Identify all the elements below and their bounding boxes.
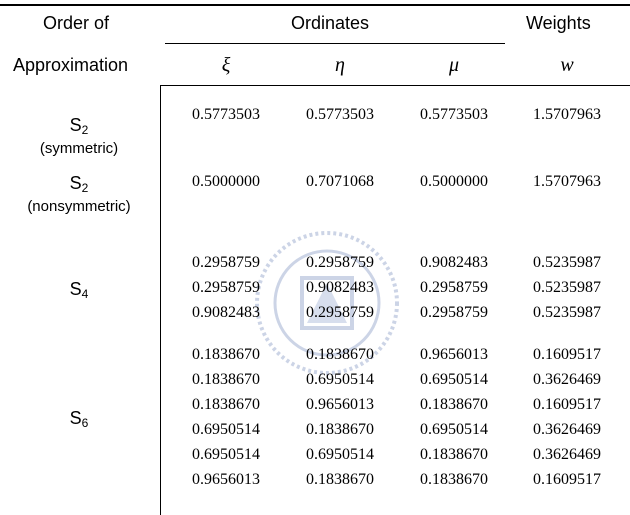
cell-w: 0.3626469 <box>533 371 601 388</box>
cell-w: 0.5235987 <box>533 304 601 321</box>
cell-eta: 0.5773503 <box>306 106 374 123</box>
cell-mu: 0.1838670 <box>420 471 488 488</box>
cell-w: 1.5707963 <box>533 173 601 190</box>
cell-eta: 0.1838670 <box>306 471 374 488</box>
header-bottom-rule <box>160 85 630 86</box>
order-subscript: 4 <box>81 287 89 301</box>
order-subscript: 2 <box>81 123 89 137</box>
order-subscript: 2 <box>81 181 89 195</box>
cell-mu: 0.5000000 <box>420 173 488 190</box>
order-subscript: 6 <box>81 416 89 430</box>
header-order-of: Order of <box>43 13 110 33</box>
order-letter: S <box>69 173 82 193</box>
header-mu: μ <box>448 54 460 76</box>
cell-xi: 0.9656013 <box>192 471 260 488</box>
cell-mu: 0.5773503 <box>420 106 488 123</box>
cell-w: 0.5235987 <box>533 279 601 296</box>
cell-eta: 0.9082483 <box>306 279 374 296</box>
cell-eta: 0.6950514 <box>306 371 374 388</box>
cell-mu: 0.6950514 <box>420 421 488 438</box>
header-approximation: Approximation <box>13 55 129 75</box>
cell-w: 0.3626469 <box>533 421 601 438</box>
cell-xi: 0.1838670 <box>192 396 260 413</box>
order-letter: S <box>69 408 82 428</box>
header-w: w <box>560 54 574 76</box>
cell-w: 1.5707963 <box>533 106 601 123</box>
ordinates-underline <box>165 43 505 44</box>
cell-eta: 0.1838670 <box>306 421 374 438</box>
cell-w: 0.1609517 <box>533 471 601 488</box>
cell-mu: 0.6950514 <box>420 371 488 388</box>
header-xi: ξ <box>221 54 231 76</box>
cell-mu: 0.1838670 <box>420 446 488 463</box>
cell-eta: 0.1838670 <box>306 346 374 363</box>
order-note: (nonsymmetric) <box>27 198 131 215</box>
order-letter: S <box>69 279 82 299</box>
cell-eta: 0.7071068 <box>306 173 374 190</box>
order-note: (symmetric) <box>39 140 119 157</box>
cell-xi: 0.6950514 <box>192 421 260 438</box>
cell-w: 0.5235987 <box>533 254 601 271</box>
header-ordinates: Ordinates <box>291 13 370 33</box>
cell-xi: 0.1838670 <box>192 346 260 363</box>
cell-xi: 0.2958759 <box>192 279 260 296</box>
cell-mu: 0.9656013 <box>420 346 488 363</box>
cell-xi: 0.6950514 <box>192 446 260 463</box>
cell-eta: 0.2958759 <box>306 304 374 321</box>
cell-xi: 0.1838670 <box>192 371 260 388</box>
order-label-s2-nonsymmetric: S2 (nonsymmetric) <box>0 173 158 216</box>
cell-xi: 0.5773503 <box>192 106 260 123</box>
cell-mu: 0.9082483 <box>420 254 488 271</box>
order-letter: S <box>69 115 82 135</box>
cell-eta: 0.2958759 <box>306 254 374 271</box>
order-label-s4: S4 <box>0 279 158 304</box>
cell-w: 0.1609517 <box>533 396 601 413</box>
top-rule <box>0 4 630 6</box>
cell-mu: 0.2958759 <box>420 279 488 296</box>
cell-eta: 0.9656013 <box>306 396 374 413</box>
order-label-s2-symmetric: S2 (symmetric) <box>0 115 158 158</box>
cell-xi: 0.2958759 <box>192 254 260 271</box>
header-weights: Weights <box>526 13 591 33</box>
cell-w: 0.3626469 <box>533 446 601 463</box>
cell-xi: 0.5000000 <box>192 173 260 190</box>
watermark-seal-icon <box>255 231 399 375</box>
column-divider <box>160 85 161 515</box>
cell-eta: 0.6950514 <box>306 446 374 463</box>
cell-mu: 0.2958759 <box>420 304 488 321</box>
cell-w: 0.1609517 <box>533 346 601 363</box>
cell-mu: 0.1838670 <box>420 396 488 413</box>
header-eta: η <box>335 54 345 76</box>
cell-xi: 0.9082483 <box>192 304 260 321</box>
order-label-s6: S6 <box>0 408 158 433</box>
